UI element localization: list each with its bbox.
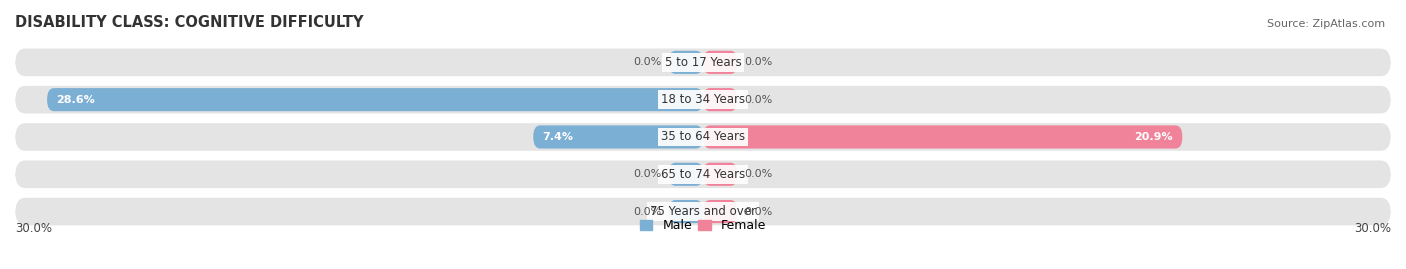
Text: 65 to 74 Years: 65 to 74 Years — [661, 168, 745, 181]
Text: 75 Years and over: 75 Years and over — [650, 205, 756, 218]
FancyBboxPatch shape — [703, 200, 737, 223]
Text: 30.0%: 30.0% — [15, 222, 52, 235]
FancyBboxPatch shape — [15, 161, 1391, 188]
Text: 7.4%: 7.4% — [543, 132, 574, 142]
Text: Source: ZipAtlas.com: Source: ZipAtlas.com — [1267, 19, 1385, 29]
Text: 5 to 17 Years: 5 to 17 Years — [665, 56, 741, 69]
Text: 28.6%: 28.6% — [56, 95, 96, 105]
FancyBboxPatch shape — [15, 198, 1391, 225]
FancyBboxPatch shape — [15, 123, 1391, 151]
Text: 0.0%: 0.0% — [634, 57, 662, 67]
FancyBboxPatch shape — [48, 88, 703, 111]
FancyBboxPatch shape — [669, 51, 703, 74]
FancyBboxPatch shape — [703, 88, 737, 111]
Text: 0.0%: 0.0% — [744, 95, 772, 105]
Text: 0.0%: 0.0% — [744, 207, 772, 217]
Text: 18 to 34 Years: 18 to 34 Years — [661, 93, 745, 106]
Text: DISABILITY CLASS: COGNITIVE DIFFICULTY: DISABILITY CLASS: COGNITIVE DIFFICULTY — [15, 15, 364, 30]
FancyBboxPatch shape — [533, 125, 703, 148]
Text: 0.0%: 0.0% — [634, 207, 662, 217]
Legend: Male, Female: Male, Female — [636, 214, 770, 238]
Text: 0.0%: 0.0% — [634, 169, 662, 179]
Text: 35 to 64 Years: 35 to 64 Years — [661, 130, 745, 143]
Text: 30.0%: 30.0% — [1354, 222, 1391, 235]
Text: 20.9%: 20.9% — [1135, 132, 1173, 142]
FancyBboxPatch shape — [15, 49, 1391, 76]
FancyBboxPatch shape — [703, 125, 1182, 148]
FancyBboxPatch shape — [703, 163, 737, 186]
FancyBboxPatch shape — [669, 163, 703, 186]
FancyBboxPatch shape — [669, 200, 703, 223]
Text: 0.0%: 0.0% — [744, 169, 772, 179]
Text: 0.0%: 0.0% — [744, 57, 772, 67]
FancyBboxPatch shape — [703, 51, 737, 74]
FancyBboxPatch shape — [15, 86, 1391, 114]
